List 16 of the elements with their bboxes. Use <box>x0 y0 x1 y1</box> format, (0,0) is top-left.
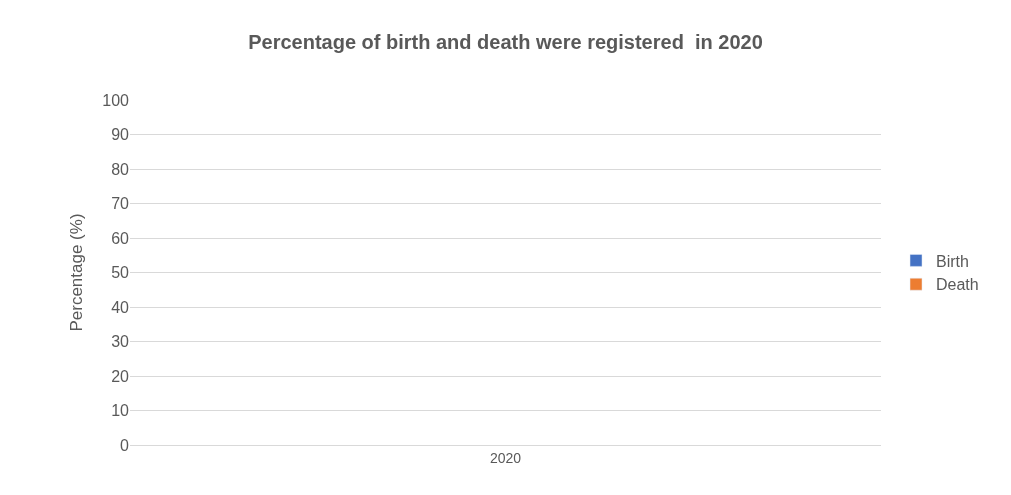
y-tick-label: 20 <box>111 367 130 385</box>
y-tick-label: 40 <box>111 298 130 316</box>
y-tick-label: 70 <box>111 195 130 213</box>
y-tick-label: 60 <box>111 229 130 247</box>
y-tick-label: 10 <box>111 402 130 420</box>
legend-label: Birth <box>936 252 969 270</box>
x-tick-label: 2020 <box>489 449 522 466</box>
y-tick-label: 50 <box>111 264 130 282</box>
y-axis-title: Percentage (%) <box>66 213 86 332</box>
y-tick-label: 30 <box>111 333 130 351</box>
y-tick-label: 80 <box>111 160 130 178</box>
y-tick-label: 90 <box>111 126 130 144</box>
chart-title: Percentage of birth and death were registered in 2020 <box>248 30 763 53</box>
legend-label: Death <box>936 276 979 294</box>
y-tick-label: 100 <box>102 91 130 109</box>
y-tick-label: 0 <box>120 436 130 454</box>
